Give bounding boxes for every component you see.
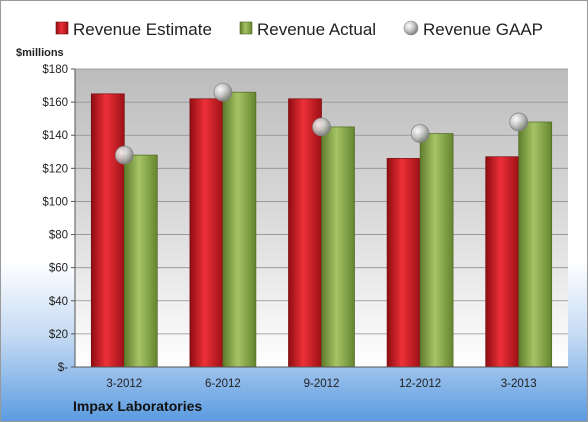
y-tick-label: $140 — [42, 130, 68, 142]
x-tick-label: 3-2012 — [106, 378, 142, 390]
bar-revenue-estimate — [189, 98, 224, 368]
x-tick-label: 12-2012 — [399, 378, 441, 390]
y-tick-label: $80 — [49, 230, 68, 242]
bar-revenue-actual — [222, 91, 257, 368]
bar-revenue-estimate — [485, 156, 520, 368]
bar-revenue-actual — [518, 121, 553, 368]
marker-revenue-gaap — [213, 82, 233, 102]
legend-swatch-estimate — [55, 21, 69, 35]
y-tick-label: $180 — [42, 64, 68, 76]
legend-marker-gaap — [403, 20, 419, 36]
legend: Revenue Estimate Revenue Actual Revenue … — [55, 20, 543, 39]
y-axis-unit-label: $millions — [16, 47, 64, 59]
legend-label-estimate: Revenue Estimate — [73, 20, 212, 39]
legend-swatch-actual — [239, 21, 253, 35]
company-name: Impax Laboratories — [73, 398, 202, 414]
legend-label-actual: Revenue Actual — [257, 20, 376, 39]
y-tick-label: $100 — [42, 196, 68, 208]
y-tick-label: $40 — [49, 296, 68, 308]
y-tick-label: $- — [58, 362, 68, 374]
bar-revenue-estimate — [386, 158, 421, 368]
bar-revenue-actual — [321, 126, 355, 368]
marker-revenue-gaap — [312, 117, 331, 137]
marker-revenue-gaap — [509, 112, 529, 132]
x-tick-label: 3-2013 — [501, 378, 537, 390]
x-tick-label: 6-2012 — [205, 378, 241, 390]
x-tick-label: 9-2012 — [304, 378, 340, 390]
gaap-markers — [114, 82, 529, 165]
y-tick-label: $120 — [42, 163, 68, 175]
y-tick-label: $160 — [42, 97, 68, 109]
y-tick-label: $60 — [49, 263, 68, 275]
y-axis-ticks: $- $20 $40 $60 $80 $100 $120 $140 $160 $180 — [42, 64, 75, 374]
bars — [90, 91, 553, 368]
bar-revenue-estimate — [288, 98, 322, 368]
y-tick-label: $20 — [49, 329, 68, 341]
legend-label-gaap: Revenue GAAP — [423, 20, 543, 39]
marker-revenue-gaap — [114, 145, 134, 165]
bar-revenue-actual — [123, 154, 158, 368]
marker-revenue-gaap — [410, 124, 430, 143]
bar-revenue-actual — [419, 133, 454, 368]
x-axis-ticks: 3-2012 6-2012 9-2012 12-2012 3-2013 — [106, 378, 536, 390]
bar-revenue-estimate — [90, 93, 125, 368]
